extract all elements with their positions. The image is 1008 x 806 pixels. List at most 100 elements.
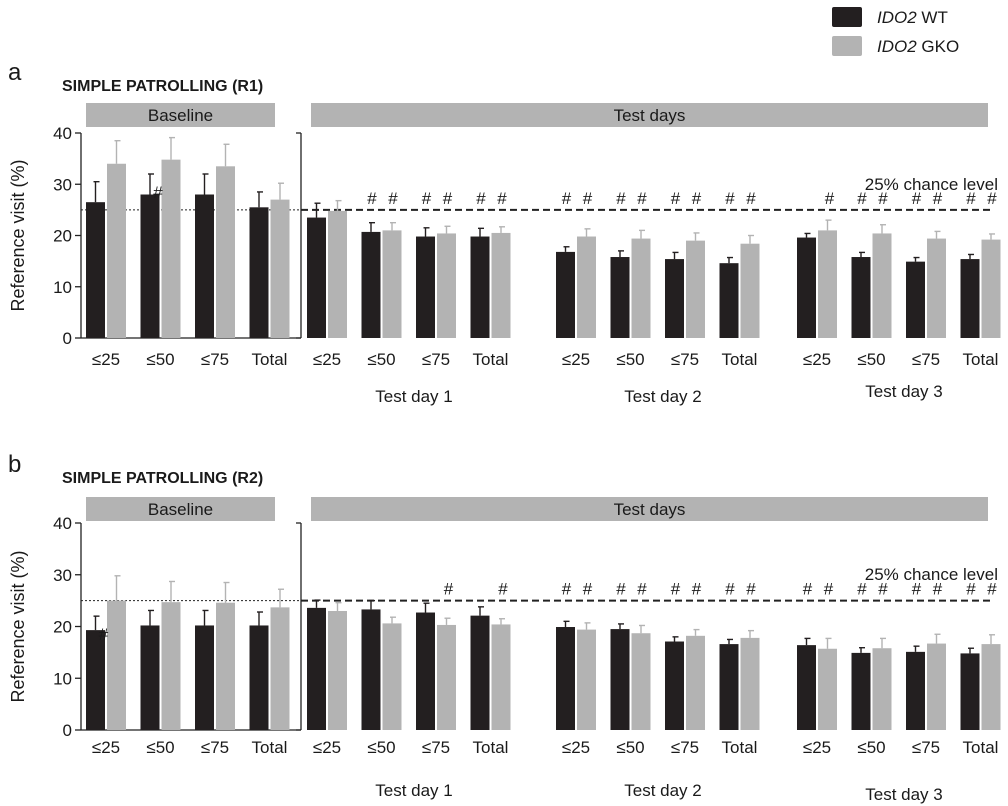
header-label-test: Test days <box>614 500 686 519</box>
day-label: Test day 2 <box>624 387 702 406</box>
bar-wt <box>140 194 160 338</box>
y-tick-label: 30 <box>53 566 72 585</box>
legend-label-rest: GKO <box>917 37 960 56</box>
bar-gko <box>686 635 705 730</box>
bar-gko <box>161 159 181 338</box>
significance-mark-wt: # <box>803 580 813 599</box>
x-category-label: Total <box>963 738 999 757</box>
y-tick-label: 10 <box>53 669 72 688</box>
legend-label-italic: IDO2 <box>877 8 917 27</box>
bar-gko <box>270 199 290 338</box>
significance-mark-wt: # <box>671 580 681 599</box>
bar-gko <box>216 602 235 730</box>
panel-a: a SIMPLE PATROLLING (R1) Baseline Test days… <box>8 59 1001 406</box>
significance-mark-wt: # <box>725 189 735 208</box>
x-category-label: ≤75 <box>422 738 450 757</box>
significance-mark-gko: # <box>637 580 647 599</box>
x-category-label: ≤25 <box>562 350 590 369</box>
significance-mark-wt: # <box>857 189 867 208</box>
legend-swatch-1 <box>832 36 862 56</box>
significance-mark-gko: # <box>878 580 888 599</box>
bar-wt <box>307 217 326 338</box>
significance-mark-wt: # <box>422 189 432 208</box>
significance-mark-gko: # <box>497 189 507 208</box>
bar-gko <box>577 236 596 338</box>
bar-wt <box>665 641 684 730</box>
day-label: Test day 1 <box>375 387 453 406</box>
y-axis-label: Reference visit (%) <box>8 550 28 702</box>
x-category-label: ≤25 <box>562 738 590 757</box>
x-category-label: Total <box>252 738 288 757</box>
x-category-label: ≤25 <box>803 738 831 757</box>
significance-mark-gko: # <box>933 189 943 208</box>
group-Test day 2: ≤25 # # ≤50 # # ≤75 # # Total # # Test day 2 <box>556 189 760 406</box>
significance-mark-gko: # <box>878 189 888 208</box>
x-category-label: ≤50 <box>857 350 885 369</box>
x-category-label: ≤75 <box>201 738 229 757</box>
legend-label-rest: WT <box>917 8 948 27</box>
x-category-label: ≤50 <box>146 350 174 369</box>
significance-mark-wt: # <box>671 189 681 208</box>
significance-mark-wt: # <box>616 189 626 208</box>
significance-mark-wt: # <box>966 580 976 599</box>
group-Test day 3: ≤25 # ≤50 # # ≤75 # # Total # # Test day 3 <box>797 189 1001 401</box>
significance-mark-gko: # <box>692 189 702 208</box>
bar-wt <box>610 629 630 730</box>
panel-title: SIMPLE PATROLLING (R2) <box>62 470 263 487</box>
significance-mark: # <box>444 580 454 599</box>
x-category-label: ≤50 <box>857 738 885 757</box>
y-tick-label: 10 <box>53 278 72 297</box>
bar-gko <box>631 238 651 338</box>
bar-wt <box>307 607 326 730</box>
bar-wt <box>140 625 160 730</box>
significance-mark-gko: # <box>388 189 398 208</box>
x-category-label: ≤25 <box>313 738 341 757</box>
bar-wt <box>249 207 269 338</box>
significance-mark-gko: # <box>583 189 593 208</box>
panel-letter: a <box>8 59 22 86</box>
bar-gko <box>631 633 651 730</box>
x-category-label: Total <box>252 350 288 369</box>
bar-wt <box>470 236 490 338</box>
header-box-test <box>311 497 988 521</box>
significance-mark-gko: # <box>746 189 756 208</box>
significance-mark-gko: # <box>824 580 834 599</box>
x-category-label: ≤50 <box>367 738 395 757</box>
x-category-label: Total <box>963 350 999 369</box>
day-label: Test day 1 <box>375 781 453 800</box>
significance-mark: # <box>498 580 508 599</box>
x-category-label: ≤25 <box>92 350 120 369</box>
panel-b: b SIMPLE PATROLLING (R2) Baseline Test days… <box>8 451 1001 804</box>
chance-level-label: 25% chance level <box>865 565 998 584</box>
y-tick-label: 20 <box>53 618 72 637</box>
y-tick-label: 0 <box>63 329 72 348</box>
bar-gko <box>740 637 760 730</box>
x-category-label: ≤50 <box>616 350 644 369</box>
bar-gko <box>577 629 596 730</box>
x-category-label: Total <box>473 738 509 757</box>
bar-wt <box>906 651 925 730</box>
x-category-label: ≤75 <box>201 350 229 369</box>
bar-gko <box>740 243 760 338</box>
x-category-label: ≤25 <box>313 350 341 369</box>
legend-swatch-0 <box>832 7 862 27</box>
bar-gko <box>382 230 402 338</box>
significance-mark: # <box>99 625 109 644</box>
group-Test day 3: ≤25 # # ≤50 # # ≤75 # # Total # # Test day 3 <box>797 580 1001 804</box>
bar-gko <box>818 230 837 338</box>
day-label: Test day 2 <box>624 781 702 800</box>
significance-mark: # <box>825 189 835 208</box>
bar-wt <box>556 627 575 730</box>
significance-mark-gko: # <box>637 189 647 208</box>
header-box-baseline <box>86 103 275 127</box>
panel-letter: b <box>8 451 21 478</box>
chance-level-label: 25% chance level <box>865 175 998 194</box>
group-Test day 1: ≤25 ≤50 # # ≤75 # # Total # # Test day 1 <box>307 189 511 406</box>
x-category-label: ≤25 <box>803 350 831 369</box>
significance-mark-gko: # <box>987 189 997 208</box>
bar-wt <box>851 652 871 730</box>
x-category-label: ≤75 <box>912 350 940 369</box>
bar-gko <box>491 624 511 730</box>
header-box-baseline <box>86 497 275 521</box>
